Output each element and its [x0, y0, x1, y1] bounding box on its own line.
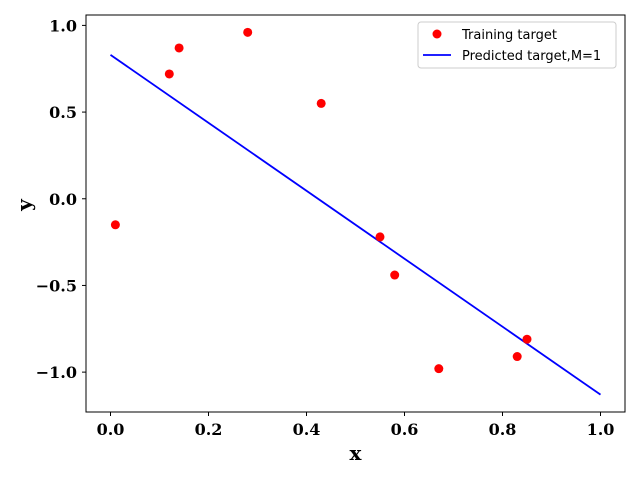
- training-target-point: [316, 98, 326, 108]
- legend: Training target Predicted target,M=1: [417, 21, 617, 69]
- y-axis: 1.0 0.5 0.0 −0.5 −1.0: [36, 16, 86, 382]
- plot-background: [86, 15, 625, 412]
- x-tick-label: 0.4: [293, 420, 321, 439]
- legend-box: [417, 21, 617, 69]
- legend-label-training-target: Training target: [461, 28, 557, 43]
- legend-label-predicted-target: Predicted target,M=1: [462, 49, 601, 64]
- training-target-point: [522, 334, 532, 344]
- training-target-point: [164, 69, 174, 79]
- chart-marks: [109, 27, 602, 396]
- training-target-point: [375, 232, 385, 242]
- x-axis: 0.0 0.2 0.4 0.6 0.8 1.0: [97, 412, 615, 439]
- x-tick-label: 0.8: [489, 420, 517, 439]
- y-tick-label: 0.0: [49, 190, 77, 209]
- training-target-point: [110, 220, 120, 230]
- training-target-point: [512, 352, 522, 362]
- training-target-point: [434, 364, 444, 374]
- legend-marker-training-target: [432, 29, 442, 39]
- x-tick-label: 0.6: [391, 420, 419, 439]
- x-tick-label: 0.2: [195, 420, 223, 439]
- plot-frame: [85, 14, 626, 413]
- y-tick-label: −1.0: [36, 363, 77, 382]
- predicted-target-line: [109, 54, 602, 396]
- y-tick-label: −0.5: [36, 276, 77, 295]
- x-tick-label: 1.0: [587, 420, 615, 439]
- y-axis-label: y: [12, 198, 36, 212]
- training-target-point: [243, 27, 253, 37]
- training-target-point: [390, 270, 400, 280]
- y-tick-label: 1.0: [49, 16, 77, 35]
- x-tick-label: 0.0: [97, 420, 125, 439]
- training-target-point: [174, 43, 184, 53]
- y-tick-label: 0.5: [49, 103, 77, 122]
- x-axis-label: x: [350, 441, 363, 465]
